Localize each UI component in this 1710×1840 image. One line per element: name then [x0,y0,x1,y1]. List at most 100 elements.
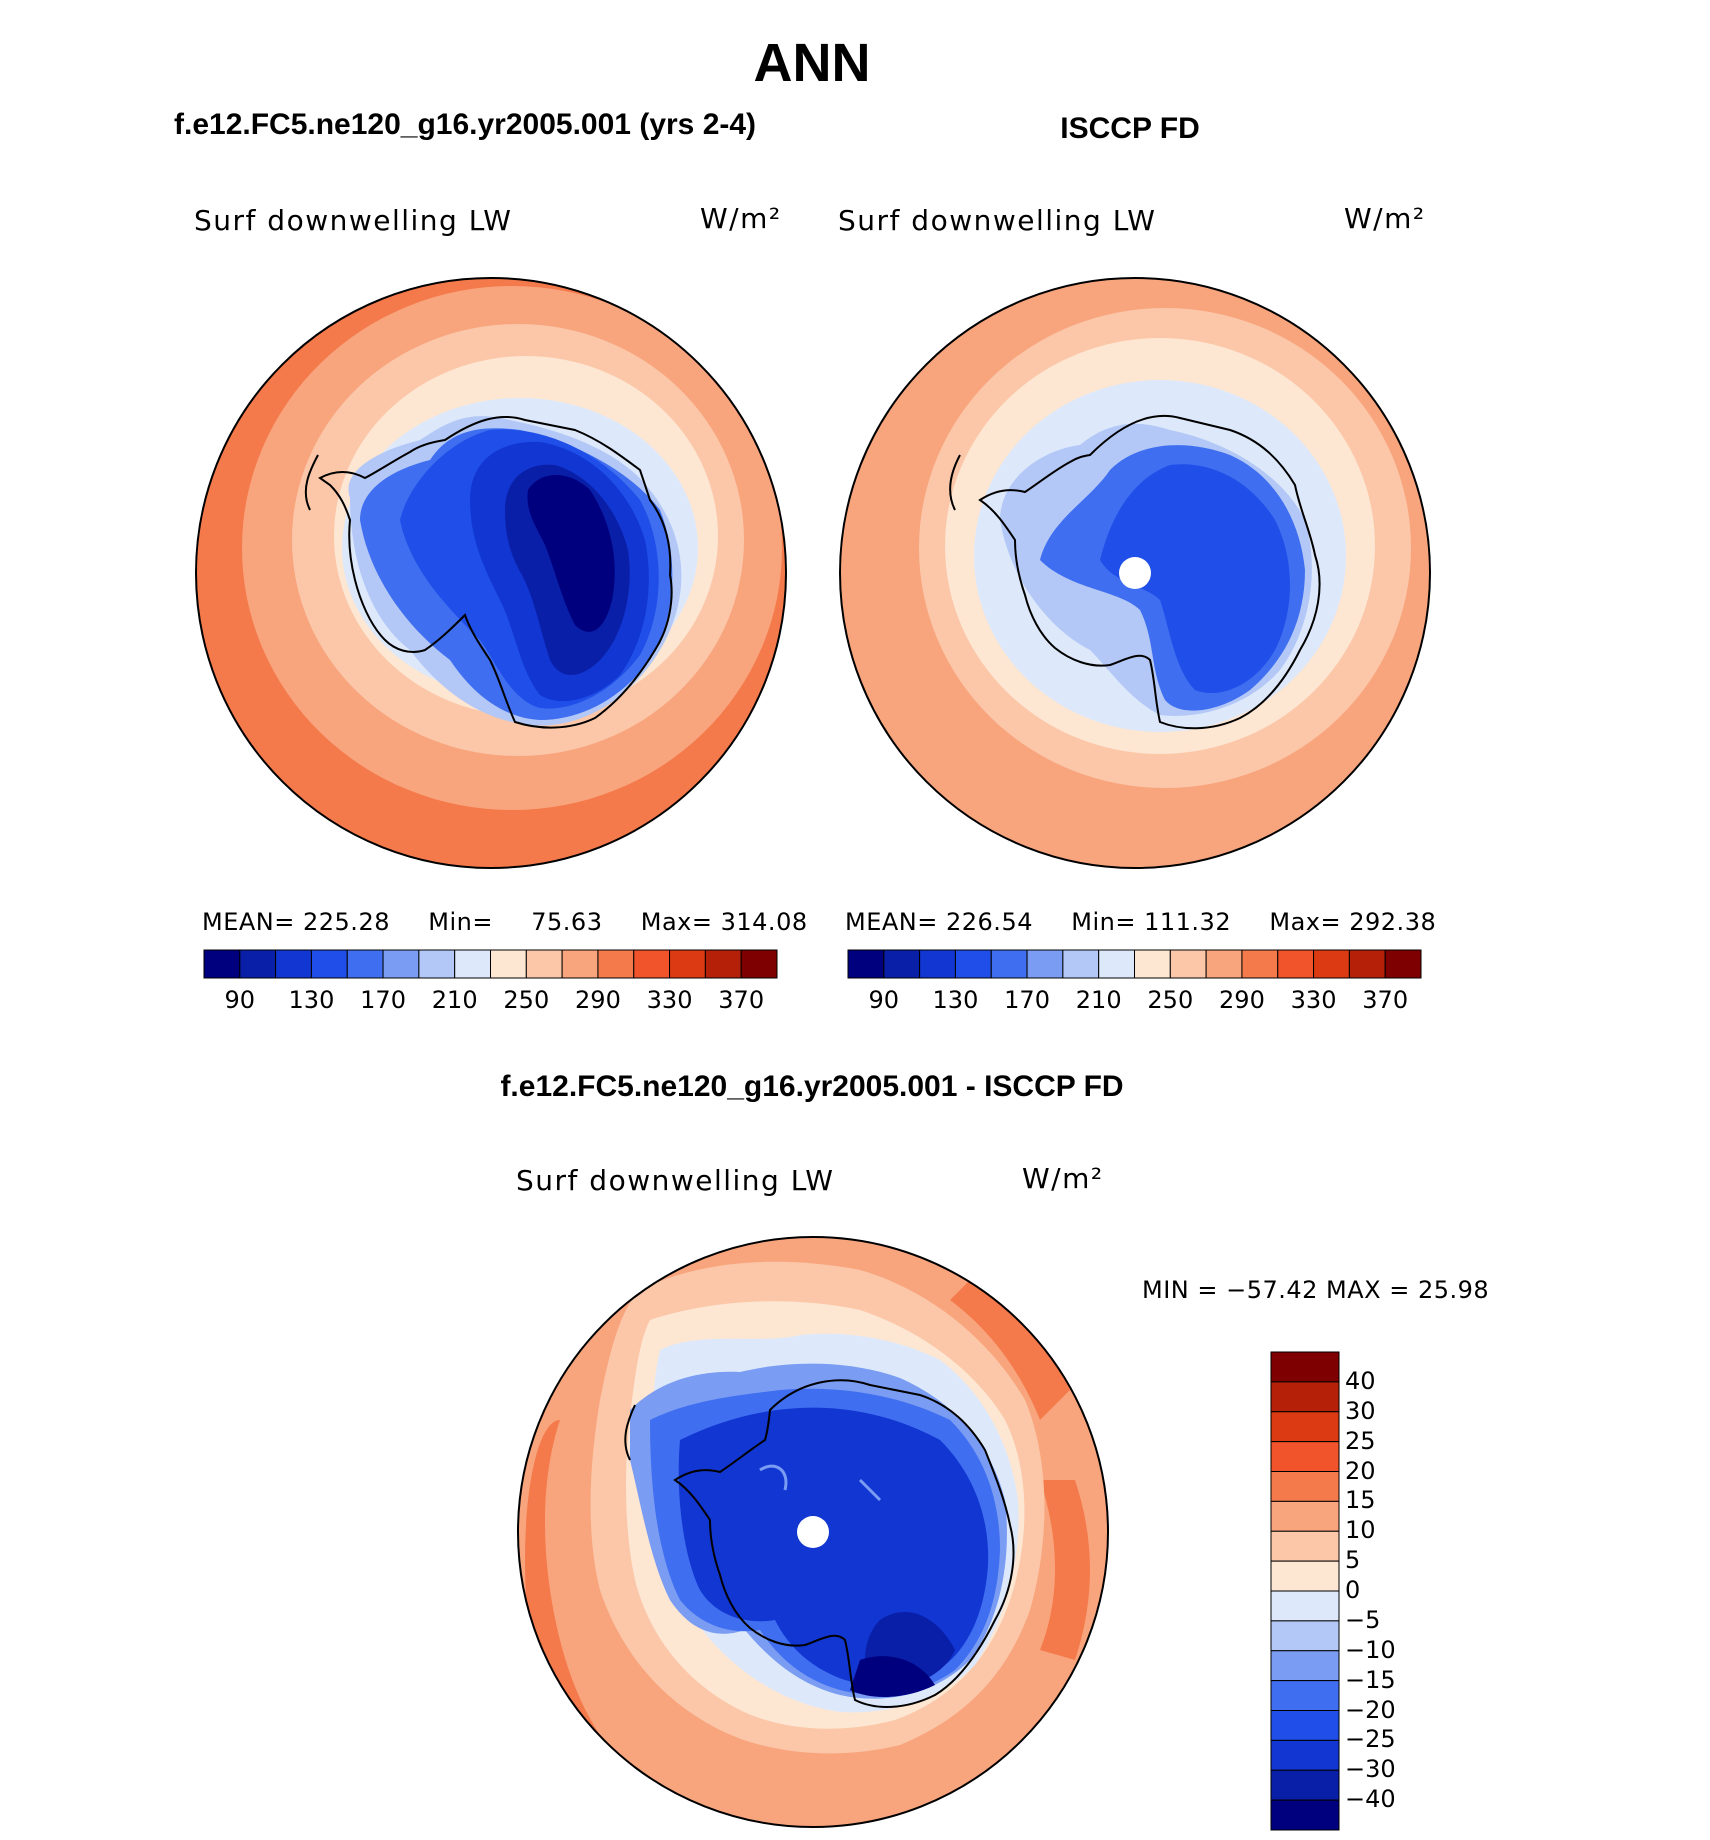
obs-colorbar-tick-label: 330 [1290,986,1337,1014]
model-units-label: W/m² [700,202,782,235]
model-panel-title: f.e12.FC5.ne120_g16.yr2005.001 (yrs 2-4) [174,108,757,141]
obs-map [840,278,1430,868]
obs-colorbar-swatch [1384,949,1422,979]
diff-colorbar-swatch [1270,1710,1340,1741]
model-colorbar-swatch [382,949,420,979]
model-min-value: 75.63 [531,908,603,936]
diff-colorbar-tick-label: −30 [1345,1755,1396,1784]
diff-colorbar-tick-label: 40 [1345,1366,1376,1395]
diff-colorbar-swatch [1270,1769,1340,1801]
obs-colorbar-tick-label: 290 [1219,986,1265,1014]
diff-colorbar-swatch [1270,1739,1340,1771]
model-colorbar-swatch [704,949,742,979]
obs-units-label: W/m² [1344,202,1426,235]
model-colorbar-swatch [561,949,599,979]
model-mean-label: MEAN= [202,908,295,936]
obs-colorbar-swatch [1098,949,1135,979]
model-colorbar-tick-label: 170 [360,986,406,1014]
obs-colorbar [847,949,1422,979]
figure-title: ANN [753,33,871,93]
obs-colorbar-tick-label: 90 [868,986,900,1014]
diff-colorbar-tick-label: −20 [1345,1695,1396,1724]
model-variable-label: Surf downwelling LW [194,204,513,237]
obs-colorbar-swatch [1313,949,1350,979]
obs-colorbar-tick-label: 210 [1075,986,1122,1014]
model-colorbar-swatch [454,949,491,979]
model-min-label: Min= [428,908,493,936]
diff-colorbar-swatch [1270,1381,1340,1413]
obs-min-label: Min= [1071,908,1136,936]
diff-units-label: W/m² [1022,1162,1104,1195]
diff-colorbar-swatch [1270,1411,1340,1443]
diff-variable-label: Surf downwelling LW [516,1164,835,1197]
model-colorbar-swatch [597,949,635,979]
model-colorbar-tick-label: 290 [575,986,621,1014]
obs-colorbar-swatch [1134,949,1171,979]
diff-colorbar-swatch [1270,1799,1340,1831]
diff-colorbar-swatch [1270,1590,1340,1622]
obs-colorbar-swatch [1026,949,1064,979]
obs-colorbar-swatch [883,949,921,979]
model-colorbar [203,949,778,979]
model-colorbar-tick-label: 370 [718,986,765,1014]
obs-colorbar-tick-label: 250 [1147,986,1194,1014]
model-max-value: 314.08 [720,908,808,936]
diff-colorbar-tick-label: 0 [1345,1576,1361,1604]
model-colorbar-tick-label: 90 [224,986,256,1014]
obs-map-border [839,277,1431,869]
obs-colorbar-swatch [990,949,1028,979]
diff-colorbar-swatch [1270,1441,1340,1472]
diff-colorbar-swatch [1270,1650,1340,1682]
model-mean-value: 225.28 [303,908,390,936]
diff-colorbar-tick-label: −15 [1345,1665,1396,1694]
obs-colorbar-swatch [1348,949,1386,979]
diff-map [518,1237,1108,1827]
obs-min-value: 111.32 [1144,908,1232,936]
diff-colorbar-tick-label: 5 [1345,1546,1361,1575]
diff-map-border [517,1236,1109,1828]
obs-colorbar-tick-label: 170 [1004,986,1050,1014]
model-colorbar-tick-label: 250 [503,986,550,1014]
obs-panel-title: ISCCP FD [1060,112,1200,145]
diff-panel-title: f.e12.FC5.ne120_g16.yr2005.001 - ISCCP F… [500,1070,1124,1103]
diff-colorbar-tick-label: 20 [1345,1456,1376,1485]
diff-colorbar-swatch [1270,1471,1340,1502]
diff-colorbar-tick-label: −25 [1345,1725,1396,1754]
model-colorbar-swatch [669,949,706,979]
obs-stats: MEAN= 226.54 Min= 111.32 Max= 292.38 [845,908,1436,936]
model-map-border [195,277,787,869]
model-max-label: Max= [640,908,713,936]
diff-colorbar-tick-label: 15 [1345,1486,1376,1515]
model-colorbar-swatch [490,949,527,979]
model-colorbar-tick-label: 330 [646,986,693,1014]
model-colorbar-swatch [275,949,312,979]
diff-colorbar-swatch [1270,1620,1340,1652]
obs-colorbar-swatch [1205,949,1243,979]
model-colorbar-swatch [525,949,563,979]
obs-colorbar-swatch [1241,949,1279,979]
diff-colorbar-swatch [1270,1500,1340,1532]
diff-colorbar-tick-label: −10 [1345,1635,1396,1664]
diff-colorbar-tick-label: −40 [1345,1785,1396,1814]
diff-colorbar-tick-label: 10 [1345,1516,1376,1545]
obs-colorbar-swatch [1169,949,1207,979]
model-colorbar-swatch [310,949,348,979]
model-colorbar-swatch [239,949,277,979]
obs-max-value: 292.38 [1349,908,1437,936]
obs-colorbar-swatch [919,949,956,979]
model-colorbar-swatch [346,949,384,979]
obs-colorbar-tick-label: 130 [932,986,979,1014]
diff-colorbar-swatch [1270,1351,1340,1383]
obs-colorbar-swatch [1277,949,1315,979]
model-colorbar-tick-label: 210 [431,986,478,1014]
model-colorbar-swatch [418,949,456,979]
obs-colorbar-tick-label: 370 [1362,986,1409,1014]
diff-colorbar-swatch [1270,1560,1340,1592]
obs-colorbar-swatch [847,949,885,979]
model-colorbar-tick-label: 130 [288,986,335,1014]
obs-colorbar-swatch [954,949,992,979]
obs-mean-label: MEAN= [845,908,938,936]
obs-max-label: Max= [1269,908,1342,936]
diff-minmax: MIN = −57.42 MAX = 25.98 [1142,1276,1490,1304]
